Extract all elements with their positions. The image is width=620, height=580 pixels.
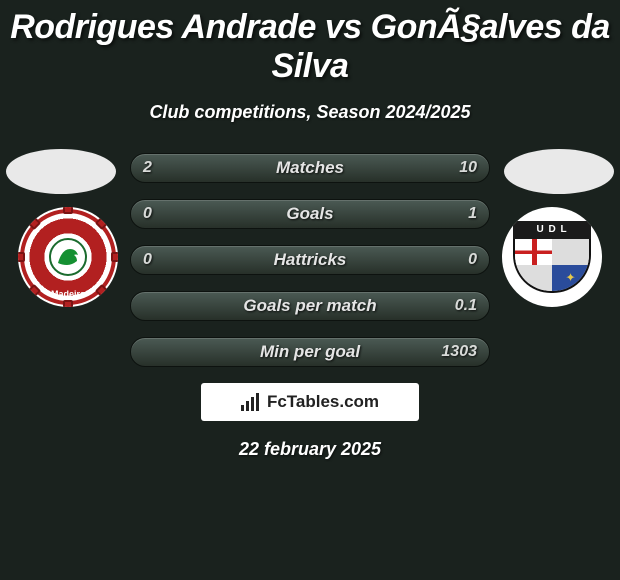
promo-banner[interactable]: FcTables.com	[201, 383, 419, 421]
promo-text: FcTables.com	[267, 392, 379, 412]
comparison-card: Rodrigues Andrade vs GonÃ§alves da Silva…	[0, 0, 620, 580]
badge-right-initials: U D L	[513, 221, 591, 239]
stat-left-value: 0	[143, 251, 179, 269]
club-badge-left: Madeira	[18, 207, 118, 307]
stat-row: Min per goal 1303	[130, 337, 490, 367]
udl-shield-icon: U D L	[513, 221, 591, 293]
maritimo-wheel-icon: Madeira	[20, 209, 116, 305]
page-title: Rodrigues Andrade vs GonÃ§alves da Silva	[0, 0, 620, 86]
badge-left-label: Madeira	[20, 289, 116, 299]
stat-rows: 2 Matches 10 0 Goals 1 0 Hattricks 0 Goa…	[130, 153, 490, 367]
stat-row: 0 Hattricks 0	[130, 245, 490, 275]
stat-left-value: 0	[143, 205, 179, 223]
stat-label: Min per goal	[179, 342, 441, 362]
chart-bars-icon	[241, 393, 261, 411]
stat-right-value: 1	[441, 205, 477, 223]
stat-label: Goals	[179, 204, 441, 224]
stat-left-value: 2	[143, 159, 179, 177]
player-photo-left	[6, 149, 116, 194]
date-text: 22 february 2025	[0, 439, 620, 460]
stat-label: Goals per match	[179, 296, 441, 316]
stat-right-value: 0	[441, 251, 477, 269]
lion-icon	[46, 235, 90, 279]
club-badge-right: U D L	[502, 207, 602, 307]
subtitle: Club competitions, Season 2024/2025	[0, 102, 620, 123]
stat-row: 2 Matches 10	[130, 153, 490, 183]
stat-label: Hattricks	[179, 250, 441, 270]
stat-right-value: 1303	[441, 343, 477, 361]
compare-area: Madeira U D L 2 Matches 10 0	[0, 153, 620, 367]
stat-label: Matches	[179, 158, 441, 178]
player-photo-right	[504, 149, 614, 194]
stat-row: Goals per match 0.1	[130, 291, 490, 321]
stat-right-value: 0.1	[441, 297, 477, 315]
stat-right-value: 10	[441, 159, 477, 177]
stat-row: 0 Goals 1	[130, 199, 490, 229]
